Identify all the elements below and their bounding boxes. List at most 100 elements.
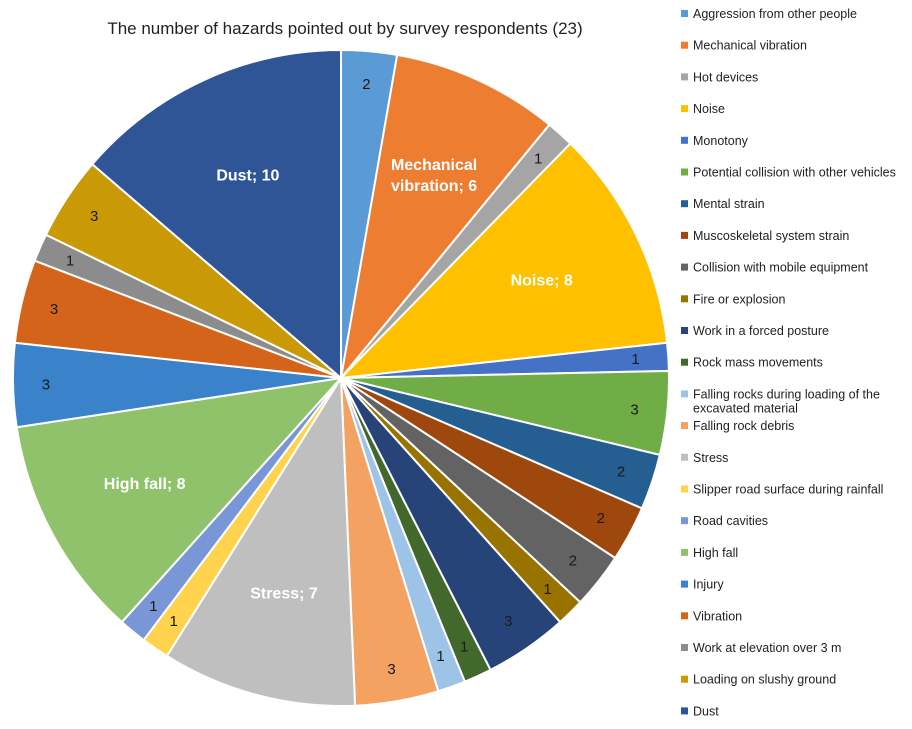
legend-item-injury: Injury [681,578,724,592]
legend-label: Mechanical vibration [693,39,807,53]
legend-swatch [681,453,688,461]
legend-item-high-fall: High fall [681,546,738,560]
legend-swatch [681,422,688,430]
pie-slice-high-fall [15,376,344,624]
legend-label: Mental strain [693,197,765,211]
data-label-hot-devices: 1 [534,150,542,167]
legend-item-muscoskeletal-system-strain: Muscoskeletal system strain [681,229,849,243]
legend-swatch [681,10,688,17]
legend-swatch [681,136,688,144]
legend-item-mechanical-vibration: Mechanical vibration [681,39,807,53]
legend-label: Stress [693,451,728,465]
data-label-potential-collision-with-other-vehicles: 3 [630,402,638,419]
legend-swatch [681,707,688,715]
legend-swatch [681,390,688,398]
data-label-slipper-road-surface-during-rainfall: 1 [170,613,178,630]
legend-swatch [681,105,688,113]
legend-item-vibration: Vibration [681,609,742,623]
data-label-loading-on-slushy-ground: 3 [90,208,98,225]
legend-swatch [681,675,688,683]
pie-data-labels: 2 Mechanical vibration; 6 1 Noise; 8 1 3 2 2 2 1 3 1… [42,76,640,678]
legend-swatch [681,263,688,271]
data-label-fire-or-explosion: 1 [543,581,551,598]
data-label-high-fall: High fall; 8 [104,476,186,493]
legend-label: Falling rocks during loading of the excav… [693,387,880,415]
data-label-mental-strain: 2 [617,464,625,481]
data-label-muscoskeletal-system-strain: 2 [597,510,605,527]
data-label-mechanical-vibration: Mechanical vibration; 6 [391,157,477,195]
legend-label: Aggression from other people [693,7,857,21]
legend-swatch [681,41,688,49]
pie-slice-mechanical-vibration [339,53,551,382]
data-label-falling-rock-debris: 3 [387,661,395,678]
legend-item-stress: Stress [681,451,728,465]
legend-item-potential-collision-with-other-vehicles: Potential collision with other vehicles [681,166,896,180]
legend-label: Dust [693,704,719,718]
pie-slice-dust [90,48,342,381]
data-label-falling-rocks-during-loading-of-the-excavated-material: 1 [436,648,444,665]
pie-slices [12,48,670,708]
chart-title: The number of hazards pointed out by sur… [107,19,582,38]
chart-legend: Aggression from other people Mechanical v… [681,7,896,718]
legend-item-mental-strain: Mental strain [681,197,765,211]
data-label-road-cavities: 1 [149,598,157,615]
legend-swatch [681,612,688,620]
data-label-rock-mass-movements: 1 [460,638,468,655]
legend-item-loading-on-slushy-ground: Loading on slushy ground [681,673,836,687]
pie-slice-noise [338,142,669,380]
data-label-dust: Dust; 10 [216,167,279,184]
legend-item-work-at-elevation-over-3-m: Work at elevation over 3 m [681,641,841,655]
legend-item-falling-rock-debris: Falling rock debris [681,419,794,433]
legend-item-fire-or-explosion: Fire or explosion [681,292,785,306]
legend-item-collision-with-mobile-equipment: Collision with mobile equipment [681,261,869,275]
legend-swatch [681,327,688,334]
legend-item-slipper-road-surface-during-rainfall: Slipper road surface during rainfall [681,483,883,497]
legend-swatch [681,231,688,239]
legend-label: Slipper road surface during rainfall [693,483,883,497]
legend-swatch [681,200,688,208]
data-label-aggression-from-other-people: 2 [362,76,370,93]
legend-swatch [681,548,688,556]
legend-swatch [681,485,688,493]
data-label-collision-with-mobile-equipment: 2 [569,553,577,570]
legend-swatch [681,73,688,81]
legend-item-monotony: Monotony [681,134,749,148]
legend-item-aggression-from-other-people: Aggression from other people [681,7,857,21]
legend-label: Rock mass movements [693,356,823,370]
pie-slice-stress [165,374,357,708]
legend-item-rock-mass-movements: Rock mass movements [681,356,823,370]
legend-label: Fire or explosion [693,292,785,306]
legend-swatch [681,644,688,651]
legend-item-falling-rocks-during-loading-of-the-excavated-material: Falling rocks during loading of the excav… [681,387,880,415]
legend-label: Road cavities [693,514,768,528]
data-label-injury: 3 [42,376,50,393]
legend-item-noise: Noise [681,102,725,116]
legend-label: Noise [693,102,725,116]
legend-label: Hot devices [693,70,758,84]
legend-label: Vibration [693,609,742,623]
legend-label: Monotony [693,134,749,148]
legend-item-work-in-a-forced-posture: Work in a forced posture [681,324,829,338]
legend-label: Injury [693,578,724,592]
legend-label: High fall [693,546,738,560]
data-label-stress: Stress; 7 [250,586,318,603]
legend-label: Potential collision with other vehicles [693,166,896,180]
legend-swatch [681,517,688,525]
legend-item-hot-devices: Hot devices [681,70,758,84]
legend-item-road-cavities: Road cavities [681,514,768,528]
data-label-vibration: 3 [50,301,58,318]
data-label-work-at-elevation-over-3-m: 1 [66,253,74,270]
legend-item-dust: Dust [681,704,719,718]
legend-label: Work in a forced posture [693,324,829,338]
legend-swatch [681,580,688,588]
legend-swatch [681,358,688,366]
data-label-noise: Noise; 8 [511,273,573,290]
legend-label: Loading on slushy ground [693,673,836,687]
legend-label: Collision with mobile equipment [693,261,869,275]
data-label-monotony: 1 [631,351,639,368]
legend-swatch [681,295,688,303]
legend-label: Falling rock debris [693,419,794,433]
legend-label: Work at elevation over 3 m [693,641,841,655]
